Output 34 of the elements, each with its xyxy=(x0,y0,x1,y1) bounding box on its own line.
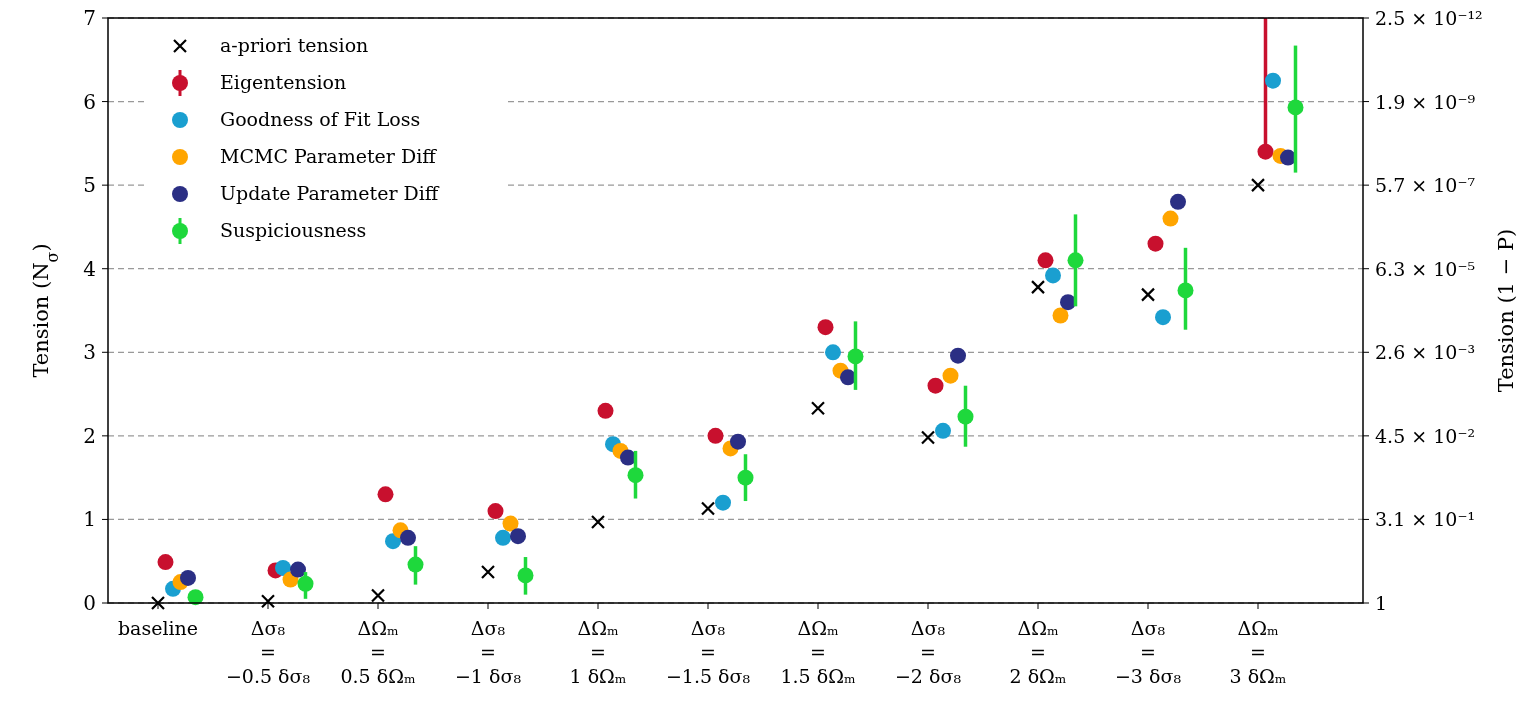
y-tick-label: 2 xyxy=(83,423,96,448)
legend-label: Update Parameter Diff xyxy=(220,182,440,204)
y-tick-label: 3 xyxy=(83,340,96,365)
x-tick-label: Δσ₈ = −2 δσ₈ xyxy=(894,617,962,687)
y-tick-label: 7 xyxy=(83,6,96,30)
x-tick-label: Δσ₈ = −1 δσ₈ xyxy=(454,617,522,687)
text: 2.5 × 10⁻¹² xyxy=(1375,7,1483,29)
x-tick-label: ΔΩₘ = 0.5 δΩₘ xyxy=(340,617,416,687)
text: 5.7 × 10⁻⁷ xyxy=(1375,174,1476,197)
legend-label: Eigentension xyxy=(220,71,347,93)
legend-label: MCMC Parameter Diff xyxy=(220,145,438,167)
x-tick-label: ΔΩₘ = 1.5 δΩₘ xyxy=(780,617,856,687)
legend-label: Goodness of Fit Loss xyxy=(220,108,421,130)
x-tick-label: ΔΩₘ = 2 δΩₘ xyxy=(1009,617,1067,687)
x-tick-label: Δσ₈ = −3 δσ₈ xyxy=(1114,617,1182,687)
text: 3.1 × 10⁻¹ xyxy=(1375,508,1476,531)
x-tick-label: ΔΩₘ = 1 δΩₘ xyxy=(569,617,627,687)
text: 2.6 × 10⁻³ xyxy=(1375,341,1476,364)
text: Tension (1 − P) xyxy=(1494,228,1518,393)
y-tick-label: 4 xyxy=(83,256,96,281)
x-tick-label: Δσ₈ = −1.5 δσ₈ xyxy=(665,617,751,687)
y-tick-label: 5 xyxy=(83,173,96,198)
y-tick-label: 6 xyxy=(83,89,96,114)
y-tick-label: 0 xyxy=(83,591,96,615)
legend-label: Suspiciousness xyxy=(220,219,367,241)
legend-label: a-priori tension xyxy=(220,34,369,56)
text: 1.9 × 10⁻⁹ xyxy=(1375,90,1476,113)
x-tick-label: baseline xyxy=(117,617,199,639)
text: 6.3 × 10⁻⁵ xyxy=(1375,257,1476,280)
text: 4.5 × 10⁻² xyxy=(1375,424,1476,447)
x-tick-label: ΔΩₘ = 3 δΩₘ xyxy=(1229,617,1287,687)
text: 1 xyxy=(1375,592,1388,614)
x-tick-label: Δσ₈ = −0.5 δσ₈ xyxy=(225,617,311,687)
y-tick-label: 1 xyxy=(83,507,96,532)
